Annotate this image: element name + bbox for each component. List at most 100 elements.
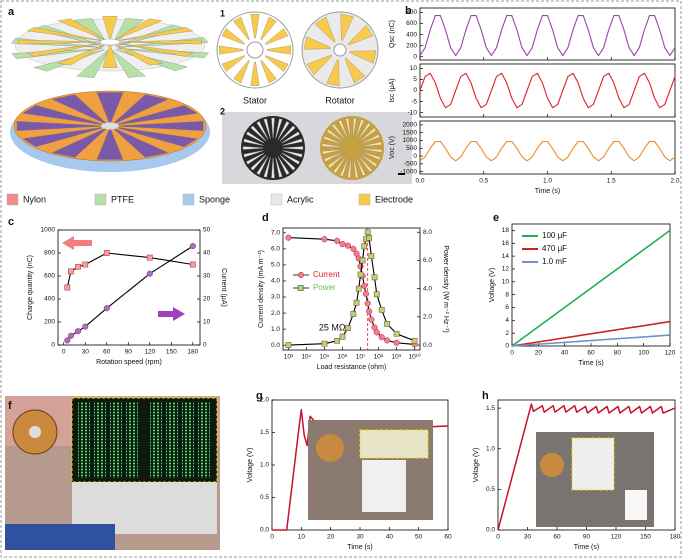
marker <box>368 253 375 260</box>
legend-marker <box>297 271 305 279</box>
rotator-photo-blade <box>331 123 346 141</box>
y-tick-label: 500 <box>406 145 417 152</box>
x-tick-label: 2.0 <box>670 178 679 185</box>
marker <box>350 311 357 317</box>
y-tick-label: 1.5 <box>486 405 495 412</box>
marker <box>384 337 391 344</box>
stator-photo-blade <box>250 154 267 171</box>
x-tick-label: 80 <box>614 350 622 357</box>
plot-frame <box>57 229 201 346</box>
marker <box>146 270 153 277</box>
x-axis-label: Load resistance (ohm) <box>317 364 387 371</box>
photo-h-disk <box>540 453 564 477</box>
legend-label: 100 μF <box>542 231 567 240</box>
rotator-photo-blade <box>345 118 351 139</box>
stator-blade <box>250 61 260 86</box>
y-tick-label: 1.0 <box>271 326 280 333</box>
y-tick-label: 200 <box>44 319 55 326</box>
stator-photo-blade <box>271 157 275 179</box>
y-tick-label: 0 <box>413 87 417 94</box>
motor-hub <box>29 426 41 438</box>
y2-tick-label: 30 <box>203 273 211 280</box>
right-arrow <box>158 307 185 321</box>
x-tick-label: 20 <box>327 534 335 541</box>
rotator-photo-blade <box>326 129 345 143</box>
y-tick-label: 0.0 <box>486 527 495 534</box>
rotator-photo-blade <box>358 155 373 173</box>
x-tick-label: 30 <box>524 534 532 541</box>
material-swatch <box>358 193 371 206</box>
rotator-photo-blade <box>359 127 377 142</box>
rotator-photo-blade <box>357 122 371 141</box>
x-tick-label: 10⁹ <box>392 354 402 361</box>
y-tick-label: 600 <box>406 20 417 27</box>
y-tick-label: 800 <box>44 250 55 257</box>
y-tick-label: 200 <box>406 42 417 49</box>
stator-photo-blade <box>246 152 265 165</box>
y-tick-label: 12 <box>502 266 510 273</box>
rotator-photo-blade <box>323 151 344 162</box>
stator-label: Stator <box>243 95 267 105</box>
marker <box>393 330 400 337</box>
marker <box>334 237 341 244</box>
y-tick-label: 8 <box>505 291 509 298</box>
marker <box>189 243 196 250</box>
y-tick-label: 0 <box>413 53 417 60</box>
marker <box>146 254 153 261</box>
stator-photo-blade <box>243 138 264 146</box>
y-tick-label: 2 <box>505 330 509 337</box>
panel-label: e <box>493 212 499 224</box>
stator-blade <box>233 59 250 84</box>
marker <box>378 306 385 313</box>
x-tick-label: 100 <box>638 350 649 357</box>
rotator-photo-blade <box>338 119 349 140</box>
y-tick-label: 1.0 <box>260 462 269 469</box>
marker <box>75 263 81 270</box>
marker <box>321 340 328 347</box>
rotator-photo-blade <box>352 117 357 139</box>
panel-label: g <box>256 390 263 402</box>
y-tick-label: 16 <box>502 240 510 247</box>
x-tick-label: 40 <box>386 534 394 541</box>
y-tick-label: 600 <box>44 273 55 280</box>
marker <box>366 235 372 241</box>
x-tick-label: 10⁷ <box>356 354 366 361</box>
y2-axis-label: Current (μA) <box>220 268 227 307</box>
x-tick-label: 0.5 <box>479 178 488 185</box>
material-swatch <box>182 193 195 206</box>
panel-label: a <box>8 6 15 18</box>
led-column <box>166 402 178 478</box>
marker <box>362 290 369 297</box>
y-tick-label: 1500 <box>403 129 418 136</box>
led-column <box>126 402 138 478</box>
marker <box>285 234 292 241</box>
rotator-label: Rotator <box>325 95 355 105</box>
series-line <box>511 334 671 347</box>
y2-tick-label: 20 <box>203 296 211 303</box>
y2-tick-label: 8.0 <box>423 229 432 236</box>
marker <box>361 243 368 250</box>
marker <box>334 337 340 344</box>
marker <box>68 268 74 275</box>
y-tick-label: 400 <box>44 296 55 303</box>
marker <box>189 261 196 268</box>
y-tick-label: 0 <box>505 343 509 350</box>
plot-frame <box>282 227 421 351</box>
y2-axis-label: Power density (W m⁻² Hz⁻¹) <box>442 245 449 333</box>
stator-hub <box>246 41 264 59</box>
panel-label: c <box>8 216 14 228</box>
rotator-blade <box>303 36 331 50</box>
x-tick-label: 40 <box>561 350 569 357</box>
legend-label: Power <box>313 283 336 292</box>
stator-photo-blade <box>282 146 304 150</box>
rotator-photo-blade <box>321 143 343 148</box>
rotator-blade <box>326 59 340 87</box>
led-column <box>198 402 210 478</box>
rotator-photo-blade <box>361 151 381 161</box>
material-label: Sponge <box>199 194 230 204</box>
marker <box>359 257 366 264</box>
stator-blade <box>221 55 246 72</box>
marker <box>350 245 357 252</box>
y-tick-label: 5 <box>413 76 417 83</box>
